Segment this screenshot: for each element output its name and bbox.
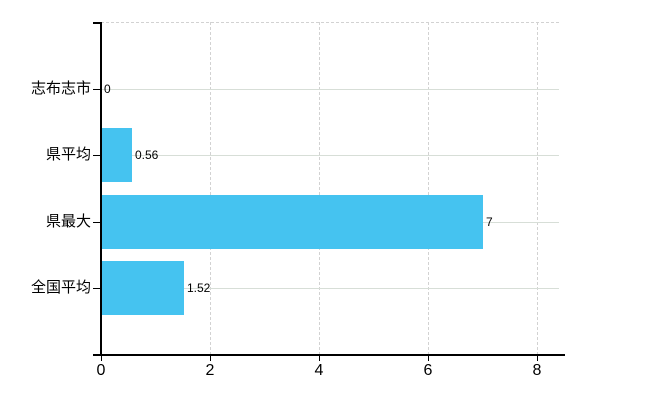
x-gridline-8 [537, 22, 538, 355]
x-axis-tick-4 [319, 355, 320, 361]
plot-top-border [101, 22, 559, 23]
category-label-3: 全国平均 [30, 279, 91, 296]
y-axis-tick-1 [93, 155, 101, 156]
category-label-1: 県平均 [45, 146, 91, 163]
y-axis-line [100, 22, 102, 355]
x-axis-tick-label-0: 0 [96, 362, 106, 379]
x-axis-tick-6 [428, 355, 429, 361]
category-label-2: 県最大 [45, 213, 91, 230]
value-label-0: 0 [104, 82, 111, 96]
x-axis-line [93, 354, 565, 356]
bar-1 [101, 128, 132, 182]
x-axis-tick-2 [210, 355, 211, 361]
y-gridline-3 [101, 288, 559, 289]
bar-2 [101, 195, 483, 249]
x-axis-tick-label-2: 2 [205, 362, 215, 379]
x-axis-tick-8 [537, 355, 538, 361]
x-axis-tick-0 [101, 355, 102, 361]
y-gridline-0 [101, 89, 559, 90]
y-axis-tick-3 [93, 288, 101, 289]
bar-3 [101, 261, 184, 315]
x-axis-tick-label-6: 6 [423, 362, 433, 379]
y-axis-tick-2 [93, 222, 101, 223]
value-label-2: 7 [486, 215, 493, 229]
y-axis-tick-0 [93, 89, 101, 90]
value-label-1: 0.56 [135, 148, 159, 162]
x-gridline-4 [319, 22, 320, 355]
x-axis-tick-label-8: 8 [532, 362, 542, 379]
x-gridline-6 [428, 22, 429, 355]
category-label-0: 志布志市 [30, 80, 91, 97]
value-label-3: 1.52 [187, 281, 211, 295]
x-axis-tick-label-4: 4 [314, 362, 324, 379]
y-gridline-1 [101, 155, 559, 156]
y-axis-top-tick [93, 22, 101, 24]
x-gridline-2 [210, 22, 211, 355]
